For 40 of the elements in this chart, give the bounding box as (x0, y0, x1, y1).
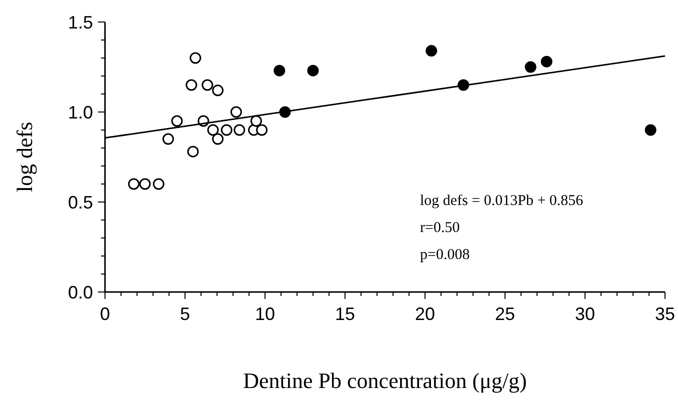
y-tick-label: 0.0 (68, 282, 93, 302)
point (256, 124, 268, 136)
x-tick-label: 5 (180, 304, 190, 324)
annotation: log defs = 0.013Pb + 0.856 (420, 193, 584, 209)
x-axis-title: Dentine Pb concentration (μg/g) (243, 368, 527, 393)
point (139, 178, 151, 190)
point (212, 84, 224, 96)
x-tick-label: 25 (494, 304, 516, 324)
point (171, 115, 183, 127)
annotation: p=0.008 (420, 247, 470, 263)
point (250, 115, 262, 127)
point (524, 61, 536, 73)
point (307, 64, 319, 76)
point (234, 124, 246, 136)
point (230, 106, 242, 118)
point (207, 124, 219, 136)
point (426, 45, 438, 57)
x-tick-label: 20 (414, 304, 436, 324)
x-tick-label: 30 (574, 304, 596, 324)
annotation: r=0.50 (420, 220, 460, 236)
y-tick-label: 1.0 (68, 102, 93, 122)
x-tick-label: 0 (100, 304, 110, 324)
point (220, 124, 232, 136)
x-tick-label: 10 (254, 304, 276, 324)
y-tick-label: 1.5 (68, 12, 93, 32)
y-tick-label: 0.5 (68, 192, 93, 212)
x-tick-label: 15 (334, 304, 356, 324)
point (128, 178, 140, 190)
point (274, 64, 286, 76)
x-tick-label: 35 (654, 304, 676, 324)
point (187, 146, 199, 158)
point (186, 79, 198, 91)
point (644, 124, 656, 136)
y-axis-title: log defs (12, 122, 37, 192)
point (162, 133, 174, 145)
point (152, 178, 164, 190)
point (212, 133, 224, 145)
point (202, 79, 214, 91)
point (540, 56, 552, 68)
point (190, 52, 202, 64)
